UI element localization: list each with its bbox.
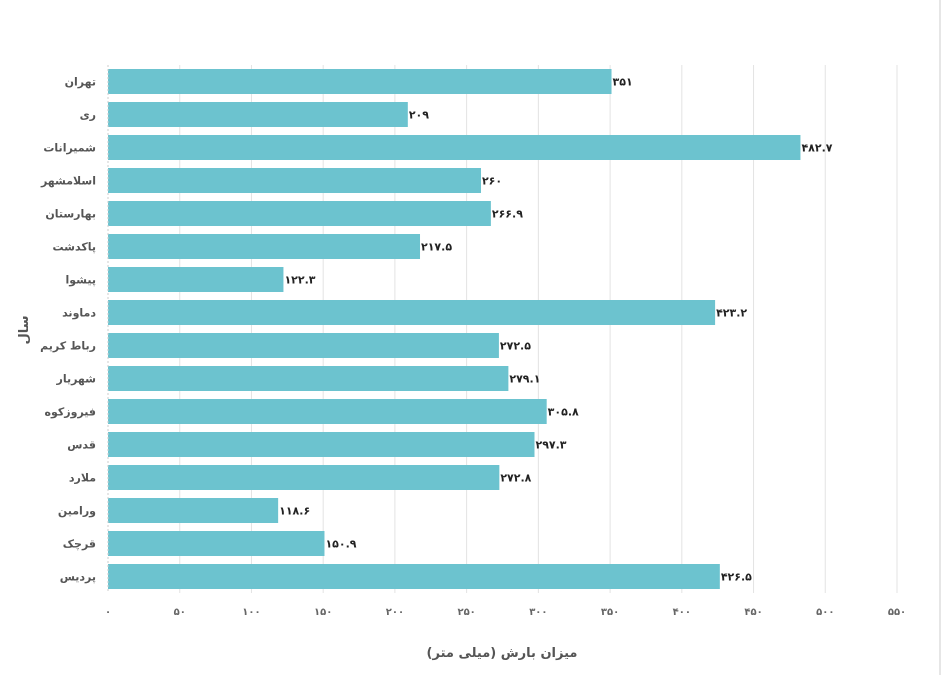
bar	[108, 168, 481, 193]
value-label: ۲۶۰	[482, 175, 502, 188]
y-axis-title: سال	[17, 316, 32, 345]
value-label: ۲۷۹.۱	[509, 373, 540, 386]
x-tick-label: ۵۵۰	[888, 607, 906, 618]
page-right-border	[939, 0, 941, 675]
category-label: ورامین	[58, 505, 96, 518]
bar	[108, 300, 716, 325]
bar	[108, 135, 801, 160]
x-tick-label: ۱۵۰	[314, 607, 332, 618]
category-label: پاکدشت	[53, 241, 96, 254]
value-label: ۲۶۶.۹	[492, 208, 523, 221]
category-label: اسلامشهر	[40, 175, 96, 188]
bar	[108, 465, 500, 490]
value-label: ۲۷۲.۸	[500, 472, 531, 485]
bar	[108, 201, 491, 226]
x-tick-label: ۵۰	[174, 607, 186, 618]
value-label: ۲۹۷.۳	[535, 439, 566, 452]
value-label: ۱۱۸.۶	[279, 505, 310, 518]
category-label: شمیرانات	[43, 142, 96, 155]
value-label: ۳۰۵.۸	[548, 406, 579, 419]
category-label: پیشوا	[66, 274, 96, 287]
x-tick-label: ۳۵۰	[601, 607, 619, 618]
x-tick-labels: ۰ ۵۰ ۱۰۰ ۱۵۰ ۲۰۰ ۲۵۰ ۳۰۰ ۳۵۰ ۴۰۰ ۴۵۰ ۵۰۰ ۵۵۰	[105, 607, 906, 618]
value-label: ۴۸۲.۷	[801, 142, 832, 155]
bar	[108, 333, 499, 358]
bars	[108, 69, 801, 589]
category-label: پردیس	[60, 571, 96, 584]
value-labels: ۳۵۱ ۲۰۹ ۴۸۲.۷ ۲۶۰ ۲۶۶.۹ ۲۱۷.۵ ۱۲۲.۳ ۴۲۳.۲ ۲۷۲.۵ ۲…	[279, 76, 833, 584]
x-tick-label: ۳۰۰	[529, 607, 547, 618]
value-label: ۴۲۶.۵	[721, 571, 752, 584]
value-label: ۲۷۲.۵	[500, 340, 531, 353]
bar	[108, 366, 509, 391]
category-label: رباط کریم	[40, 340, 96, 353]
value-label: ۲۱۷.۵	[421, 241, 452, 254]
category-label: ری	[80, 109, 96, 122]
bar	[108, 564, 720, 589]
x-tick-label: ۰	[105, 607, 111, 618]
bar	[108, 399, 547, 424]
value-label: ۳۵۱	[613, 76, 633, 89]
bar	[108, 234, 421, 259]
bar	[108, 432, 535, 457]
category-label: تهران	[65, 76, 96, 89]
category-label: بهارستان	[45, 208, 96, 221]
bar	[108, 69, 612, 94]
x-tick-label: ۴۰۰	[673, 607, 691, 618]
category-labels: تهران ری شمیرانات اسلامشهر بهارستان پاکدشت پیش…	[40, 76, 96, 584]
value-label: ۲۰۹	[409, 109, 429, 122]
x-axis-title: میزان بارش (میلی متر)	[427, 646, 578, 661]
x-tick-label: ۲۵۰	[457, 607, 475, 618]
x-tick-label: ۱۰۰	[242, 607, 260, 618]
category-label: دماوند	[62, 307, 96, 320]
category-label: قرچک	[63, 538, 96, 551]
x-tick-label: ۲۰۰	[386, 607, 404, 618]
category-label: فیروزکوه	[45, 406, 97, 419]
bar	[108, 102, 408, 127]
x-tick-label: ۴۵۰	[744, 607, 762, 618]
category-label: قدس	[67, 439, 96, 452]
value-label: ۴۲۳.۲	[716, 307, 747, 320]
bar	[108, 498, 279, 523]
value-label: ۱۵۰.۹	[325, 538, 356, 551]
category-label: شهریار	[55, 373, 96, 386]
bar	[108, 267, 284, 292]
category-label: ملارد	[69, 472, 96, 485]
bar	[108, 531, 325, 556]
x-tick-label: ۵۰۰	[816, 607, 834, 618]
value-label: ۱۲۲.۳	[284, 274, 315, 287]
